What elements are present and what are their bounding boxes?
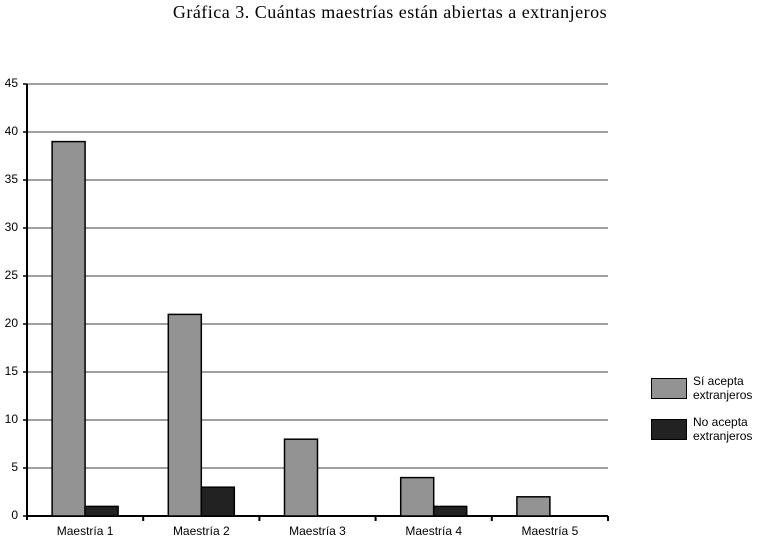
x-tick-label: Maestría 2: [173, 524, 230, 538]
bar: [51, 140, 86, 517]
y-tick-label: 20: [5, 316, 19, 330]
bar: [283, 438, 319, 517]
legend-swatch: [651, 418, 687, 440]
bar: [84, 505, 119, 517]
bar: [167, 313, 203, 517]
y-tick-label: 30: [5, 220, 19, 234]
legend-label: Sí acepta extranjeros: [693, 374, 753, 402]
y-tick-label: 25: [5, 268, 19, 282]
legend-label: No acepta extranjeros: [693, 415, 753, 443]
legend-swatch: [651, 377, 687, 399]
legend-item: No acepta extranjeros: [651, 415, 767, 443]
bar: [432, 505, 468, 517]
y-tick-label: 0: [11, 508, 18, 522]
y-tick-label: 45: [5, 76, 19, 90]
bar: [516, 496, 551, 517]
y-tick-label: 10: [5, 412, 19, 426]
bar: [200, 486, 236, 517]
x-tick-label: Maestría 1: [57, 524, 114, 538]
x-tick-label: Maestría 5: [522, 524, 579, 538]
bar: [399, 476, 435, 517]
legend-item: Sí acepta extranjeros: [651, 374, 767, 402]
x-tick-label: Maestría 4: [405, 524, 462, 538]
y-tick-label: 40: [5, 124, 19, 138]
y-tick-label: 35: [5, 172, 19, 186]
chart-title: Gráfica 3. Cuántas maestrías están abier…: [173, 2, 607, 22]
y-tick-label: 15: [5, 364, 19, 378]
y-tick-label: 5: [11, 460, 18, 474]
x-tick-label: Maestría 3: [289, 524, 346, 538]
